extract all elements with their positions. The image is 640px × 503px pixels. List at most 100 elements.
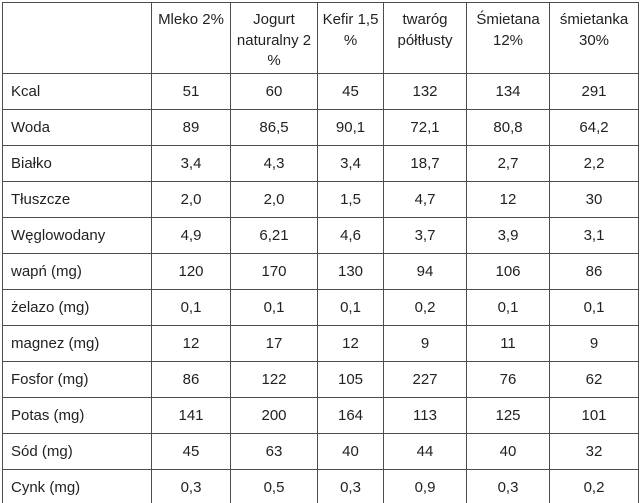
row-label: Węglowodany — [2, 217, 152, 254]
value-cell: 40 — [466, 433, 550, 470]
row-label: Tłuszcze — [2, 181, 152, 218]
table-row: Woda 89 86,5 90,1 72,1 80,8 64,2 — [2, 109, 639, 146]
value-cell: 227 — [383, 361, 467, 398]
row-label: Sód (mg) — [2, 433, 152, 470]
value-cell: 3,7 — [383, 217, 467, 254]
corner-cell — [2, 2, 152, 74]
value-cell: 134 — [466, 73, 550, 110]
value-cell: 45 — [151, 433, 231, 470]
value-cell: 0,1 — [317, 289, 384, 326]
value-cell: 4,6 — [317, 217, 384, 254]
column-header-smietana: Śmietana 12% — [466, 2, 550, 74]
table-row: Potas (mg) 141 200 164 113 125 101 — [2, 397, 639, 434]
value-cell: 291 — [549, 73, 639, 110]
table-row: Kcal 51 60 45 132 134 291 — [2, 73, 639, 110]
value-cell: 125 — [466, 397, 550, 434]
table-header-row: Mleko 2% Jogurt naturalny 2 % Kefir 1,5 … — [2, 2, 639, 74]
value-cell: 0,3 — [317, 469, 384, 503]
value-cell: 0,5 — [230, 469, 318, 503]
column-header-mleko: Mleko 2% — [151, 2, 231, 74]
value-cell: 63 — [230, 433, 318, 470]
value-cell: 86 — [151, 361, 231, 398]
value-cell: 0,1 — [151, 289, 231, 326]
column-header-jogurt: Jogurt naturalny 2 % — [230, 2, 318, 74]
value-cell: 200 — [230, 397, 318, 434]
value-cell: 9 — [549, 325, 639, 362]
value-cell: 3,9 — [466, 217, 550, 254]
value-cell: 4,9 — [151, 217, 231, 254]
value-cell: 120 — [151, 253, 231, 290]
value-cell: 94 — [383, 253, 467, 290]
row-label: Potas (mg) — [2, 397, 152, 434]
value-cell: 12 — [466, 181, 550, 218]
value-cell: 2,2 — [549, 145, 639, 182]
table-row: Białko 3,4 4,3 3,4 18,7 2,7 2,2 — [2, 145, 639, 182]
column-header-kefir: Kefir 1,5 % — [317, 2, 384, 74]
value-cell: 4,7 — [383, 181, 467, 218]
value-cell: 32 — [549, 433, 639, 470]
value-cell: 0,3 — [151, 469, 231, 503]
row-label: Cynk (mg) — [2, 469, 152, 503]
value-cell: 12 — [151, 325, 231, 362]
value-cell: 0,1 — [466, 289, 550, 326]
value-cell: 0,3 — [466, 469, 550, 503]
value-cell: 2,0 — [151, 181, 231, 218]
value-cell: 132 — [383, 73, 467, 110]
value-cell: 86 — [549, 253, 639, 290]
table-row: Tłuszcze 2,0 2,0 1,5 4,7 12 30 — [2, 181, 639, 218]
table-row: Sód (mg) 45 63 40 44 40 32 — [2, 433, 639, 470]
value-cell: 0,2 — [383, 289, 467, 326]
value-cell: 40 — [317, 433, 384, 470]
value-cell: 86,5 — [230, 109, 318, 146]
value-cell: 170 — [230, 253, 318, 290]
value-cell: 9 — [383, 325, 467, 362]
value-cell: 141 — [151, 397, 231, 434]
value-cell: 30 — [549, 181, 639, 218]
table-row: Cynk (mg) 0,3 0,5 0,3 0,9 0,3 0,2 — [2, 469, 639, 503]
value-cell: 101 — [549, 397, 639, 434]
value-cell: 122 — [230, 361, 318, 398]
value-cell: 90,1 — [317, 109, 384, 146]
value-cell: 80,8 — [466, 109, 550, 146]
value-cell: 3,4 — [151, 145, 231, 182]
value-cell: 0,2 — [549, 469, 639, 503]
value-cell: 12 — [317, 325, 384, 362]
value-cell: 4,3 — [230, 145, 318, 182]
table-row: magnez (mg) 12 17 12 9 11 9 — [2, 325, 639, 362]
value-cell: 0,1 — [230, 289, 318, 326]
table-row: żelazo (mg) 0,1 0,1 0,1 0,2 0,1 0,1 — [2, 289, 639, 326]
value-cell: 64,2 — [549, 109, 639, 146]
value-cell: 113 — [383, 397, 467, 434]
value-cell: 89 — [151, 109, 231, 146]
value-cell: 2,0 — [230, 181, 318, 218]
row-label: Fosfor (mg) — [2, 361, 152, 398]
value-cell: 11 — [466, 325, 550, 362]
column-header-smietanka: śmietanka 30% — [549, 2, 639, 74]
row-label: Białko — [2, 145, 152, 182]
value-cell: 3,4 — [317, 145, 384, 182]
value-cell: 17 — [230, 325, 318, 362]
table-row: Fosfor (mg) 86 122 105 227 76 62 — [2, 361, 639, 398]
column-header-twarog: twaróg półtłusty — [383, 2, 467, 74]
value-cell: 76 — [466, 361, 550, 398]
value-cell: 72,1 — [383, 109, 467, 146]
value-cell: 2,7 — [466, 145, 550, 182]
row-label: wapń (mg) — [2, 253, 152, 290]
value-cell: 44 — [383, 433, 467, 470]
row-label: żelazo (mg) — [2, 289, 152, 326]
value-cell: 0,1 — [549, 289, 639, 326]
value-cell: 45 — [317, 73, 384, 110]
row-label: Kcal — [2, 73, 152, 110]
value-cell: 0,9 — [383, 469, 467, 503]
table-row: Węglowodany 4,9 6,21 4,6 3,7 3,9 3,1 — [2, 217, 639, 254]
value-cell: 3,1 — [549, 217, 639, 254]
value-cell: 106 — [466, 253, 550, 290]
value-cell: 60 — [230, 73, 318, 110]
value-cell: 130 — [317, 253, 384, 290]
value-cell: 105 — [317, 361, 384, 398]
value-cell: 6,21 — [230, 217, 318, 254]
value-cell: 1,5 — [317, 181, 384, 218]
table-row: wapń (mg) 120 170 130 94 106 86 — [2, 253, 639, 290]
